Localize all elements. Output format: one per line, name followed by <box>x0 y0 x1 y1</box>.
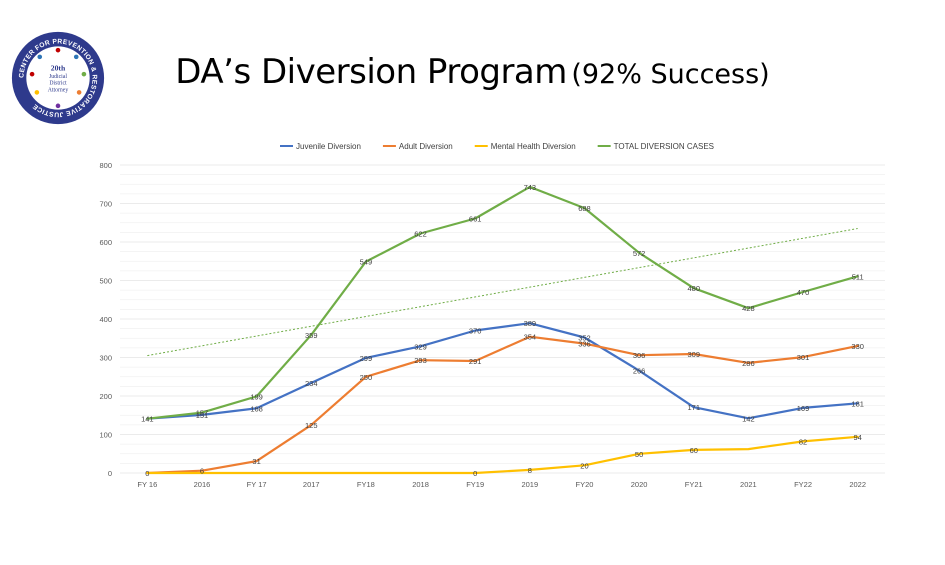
data-label: 125 <box>305 421 318 430</box>
x-tick-label: FY 17 <box>247 480 267 489</box>
data-label: 301 <box>797 353 810 362</box>
data-label: 60 <box>690 446 698 455</box>
data-label: 622 <box>414 230 427 239</box>
data-label: 293 <box>414 356 427 365</box>
data-label: 8 <box>528 466 532 475</box>
legend: Juvenile Diversion Adult Diversion Mental … <box>280 142 714 151</box>
x-tick-label: FY 16 <box>137 480 157 489</box>
data-label: 743 <box>524 183 537 192</box>
legend-label: Mental Health Diversion <box>491 142 576 151</box>
data-label: 234 <box>305 379 318 388</box>
data-label: 141 <box>141 415 154 424</box>
data-label: 82 <box>799 437 807 446</box>
data-label: 250 <box>360 373 373 382</box>
x-tick-label: FY20 <box>575 480 593 489</box>
data-label: 31 <box>252 457 260 466</box>
data-label: 470 <box>797 288 810 297</box>
data-label: 151 <box>196 411 209 420</box>
data-label: 329 <box>414 342 427 351</box>
y-tick-label: 700 <box>99 200 112 209</box>
data-label: 169 <box>797 404 810 413</box>
trendline <box>147 228 858 357</box>
data-label: 306 <box>633 351 646 360</box>
slide-title: DA’s Diversion Program (92% Success) <box>0 52 945 92</box>
trendline-layer <box>147 228 858 357</box>
y-tick-label: 100 <box>99 431 112 440</box>
y-tick-label: 400 <box>99 315 112 324</box>
data-label: 50 <box>635 450 643 459</box>
data-label-layer: 151 168 234 299 329 370 389 352 266 171 142 169 181 6… <box>141 183 864 478</box>
y-tick-label: 200 <box>99 392 112 401</box>
x-axis: FY 16 2016 FY 17 2017 FY18 2018 FY19 2019 FY20 20… <box>137 480 866 489</box>
title-main: DA’s Diversion Program <box>175 52 567 92</box>
center-logo-seal: CENTER FOR PREVENTION & RESTORATIVE JUST… <box>11 31 105 125</box>
logo-center-line3: District <box>49 81 67 87</box>
data-label: 142 <box>742 414 755 423</box>
data-label: 389 <box>524 319 537 328</box>
x-tick-label: 2019 <box>521 480 538 489</box>
data-label: 199 <box>250 392 263 401</box>
x-tick-label: 2022 <box>849 480 866 489</box>
data-label: 286 <box>742 359 755 368</box>
data-label: 549 <box>360 258 373 267</box>
y-tick-label: 800 <box>99 161 112 170</box>
series-line-total-diversion-cases <box>146 185 859 420</box>
data-label: 0 <box>473 469 477 478</box>
title-sub: (92% Success) <box>571 59 770 90</box>
logo-center-line2: Judicial <box>49 74 67 80</box>
data-label: 309 <box>687 350 700 359</box>
data-label: 168 <box>250 404 263 413</box>
y-tick-label: 0 <box>108 469 112 478</box>
data-label: 266 <box>633 367 646 376</box>
legend-label: Juvenile Diversion <box>296 142 361 151</box>
x-tick-label: FY19 <box>466 480 484 489</box>
data-label: 291 <box>469 357 482 366</box>
data-label: 480 <box>687 284 700 293</box>
data-label: 370 <box>469 327 482 336</box>
data-label: 171 <box>687 403 700 412</box>
data-label: 6 <box>200 467 204 476</box>
data-label: 94 <box>854 433 862 442</box>
data-label: 359 <box>305 331 318 340</box>
logo-center-line1: 20th <box>51 63 66 72</box>
data-label: 20 <box>580 461 588 470</box>
x-tick-label: 2018 <box>412 480 429 489</box>
y-tick-label: 600 <box>99 238 112 247</box>
series-line-juvenile-diversion <box>146 322 859 420</box>
logo-center-line4: Attorney <box>48 87 69 93</box>
data-label: 157 <box>196 409 209 418</box>
legend-label: Adult Diversion <box>399 142 453 151</box>
data-label: 330 <box>851 342 864 351</box>
logo-figures-icon <box>29 47 87 109</box>
grid-layer <box>120 164 885 474</box>
x-tick-label: 2017 <box>303 480 320 489</box>
x-tick-label: 2021 <box>740 480 757 489</box>
data-label: 0 <box>145 469 149 478</box>
data-label: 299 <box>360 354 373 363</box>
data-label: 428 <box>742 304 755 313</box>
data-label: 336 <box>578 340 591 349</box>
legend-label: TOTAL DIVERSION CASES <box>614 142 714 151</box>
data-label: 688 <box>578 204 591 213</box>
x-tick-label: FY21 <box>685 480 703 489</box>
data-label: 352 <box>578 333 591 342</box>
data-label: 511 <box>852 272 864 281</box>
y-tick-label: 300 <box>99 354 112 363</box>
series-layer <box>146 185 859 475</box>
series-line-mental-health-diversion <box>146 435 859 475</box>
data-label: 354 <box>524 333 537 342</box>
x-tick-label: 2016 <box>194 480 211 489</box>
y-axis: 0 100 200 300 400 500 600 700 800 <box>99 161 112 478</box>
x-tick-label: FY18 <box>357 480 375 489</box>
x-tick-label: FY22 <box>794 480 812 489</box>
y-tick-label: 500 <box>99 277 112 286</box>
series-line-adult-diversion <box>146 335 859 475</box>
x-tick-label: 2020 <box>631 480 648 489</box>
data-label: 661 <box>469 215 482 224</box>
data-label: 572 <box>633 249 646 258</box>
data-label: 181 <box>851 399 864 408</box>
